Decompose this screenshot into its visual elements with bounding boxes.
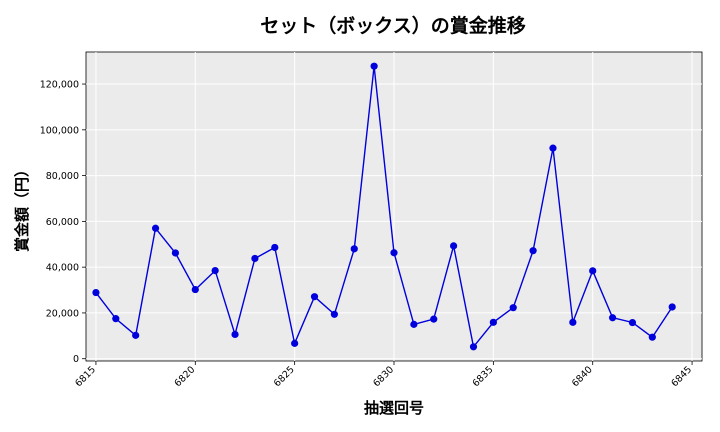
x-tick-label: 6825 <box>272 364 297 389</box>
y-tick-label: 100,000 <box>40 125 79 136</box>
data-point <box>608 314 617 322</box>
x-tick-label: 6815 <box>73 364 98 389</box>
x-tick-label: 6840 <box>570 364 595 389</box>
x-axis-label: 抽選回号 <box>364 399 424 417</box>
data-point <box>450 242 458 250</box>
y-axis-ticks: 0 20,000 40,000 60,000 80,000 100,000 120,000 <box>40 80 86 365</box>
data-point <box>112 315 120 323</box>
y-axis-label: 賞金額（円） <box>13 162 31 252</box>
data-point <box>529 247 537 255</box>
data-point <box>489 318 497 326</box>
data-point <box>410 320 418 328</box>
data-point <box>589 267 597 275</box>
y-tick-label: 120,000 <box>40 80 79 91</box>
data-point <box>271 243 279 252</box>
y-tick-label: 80,000 <box>46 171 79 182</box>
data-point <box>370 62 378 70</box>
y-tick-label: 20,000 <box>46 308 79 319</box>
data-point <box>132 331 140 339</box>
data-point <box>469 343 478 351</box>
data-point <box>390 249 398 257</box>
x-tick-label: 6835 <box>471 364 496 389</box>
data-point <box>549 144 557 152</box>
data-point <box>211 266 219 275</box>
data-point <box>310 293 319 301</box>
data-point <box>251 254 259 263</box>
data-point <box>509 304 517 312</box>
data-point <box>569 318 577 326</box>
x-tick-label: 6820 <box>173 364 198 389</box>
data-point <box>648 333 656 341</box>
data-point <box>92 288 100 297</box>
chart-title: セット（ボックス）の賞金推移 <box>260 14 525 37</box>
grid-lines <box>86 52 702 361</box>
data-point <box>291 339 299 347</box>
data-point <box>628 318 637 327</box>
x-axis-ticks: 6815 6820 6825 6830 6835 6840 6845 <box>73 361 694 389</box>
y-tick-label: 60,000 <box>46 217 79 228</box>
data-point <box>350 245 358 253</box>
data-point <box>191 285 199 294</box>
series-layer <box>92 62 676 351</box>
data-point <box>171 249 180 257</box>
x-tick-label: 6830 <box>371 364 396 389</box>
data-point <box>231 330 239 339</box>
x-tick-label: 6845 <box>669 364 694 389</box>
series-line <box>95 66 673 349</box>
data-point <box>151 224 160 232</box>
y-tick-label: 0 <box>73 354 79 365</box>
y-tick-label: 40,000 <box>46 263 79 274</box>
data-point <box>430 315 438 323</box>
data-point <box>330 310 338 318</box>
data-point <box>668 303 676 311</box>
